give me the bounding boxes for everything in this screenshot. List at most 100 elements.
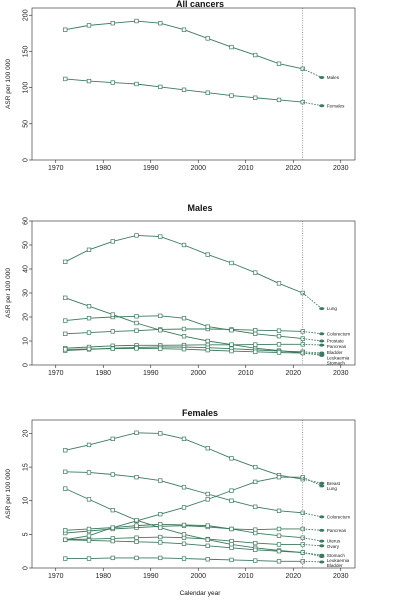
projection-line [302,338,322,342]
x-tick-label: 2020 [285,370,301,377]
data-point [229,526,234,532]
chart-title: Males [187,203,213,213]
data-point [63,486,68,491]
data-point [181,436,187,441]
data-point [134,523,139,528]
data-point [134,539,139,544]
projection-point [319,528,325,532]
data-point [63,27,68,32]
data-point [110,538,115,544]
data-point [300,342,305,347]
chart-panel-all-cancers: All cancers 1970 1980 1990 2000 2010 2020 2030… [0,0,400,190]
y-tick-label: 200 [22,9,29,21]
data-point [276,342,282,347]
projection-point [319,339,325,343]
data-point [276,508,282,513]
data-point [86,346,92,352]
data-point [276,475,282,480]
data-point [229,545,234,550]
plot-frame [31,7,356,161]
data-point [276,559,282,564]
y-tick-label: 150 [22,45,29,57]
data-point [253,504,258,509]
data-point [229,44,234,50]
y-tick-label: 100 [22,82,29,94]
data-point [181,316,187,321]
projection-point [319,481,325,485]
data-point [86,247,92,252]
projection-line [302,292,323,309]
x-tick-label: 2010 [238,370,254,377]
projection-point [319,307,325,311]
data-point [110,21,115,26]
data-point [229,342,234,347]
data-point [134,518,139,523]
data-point [86,497,92,502]
data-point [181,27,187,32]
plot-frame [31,220,356,366]
data-point [229,328,234,333]
data-point [134,233,139,238]
series-label: Stomach [327,553,346,558]
data-point [181,505,187,510]
data-point [110,239,115,244]
series-label: Colorectum [327,514,351,519]
data-point [134,475,139,480]
y-tick-label: 50 [22,241,29,249]
x-tick-label: 2010 [238,165,254,172]
data-point [229,488,234,493]
y-tick-label: 30 [22,289,29,297]
projection-point [319,539,325,543]
data-point [134,320,139,326]
y-tick-label: 50 [22,120,29,128]
data-point [134,314,139,319]
chart-panel-males: Males 1970 1980 1990 2000 2010 2020 2030 0 10 20 3… [0,197,400,390]
x-tick-label: 1970 [48,165,64,172]
data-point [229,456,234,461]
y-tick-label: 40 [22,265,29,273]
projection-line [302,351,322,354]
x-tick-label: 1990 [143,573,159,580]
series-label: Lung [327,486,338,491]
projection-line [302,560,322,563]
data-point [205,446,210,451]
x-tick-label: 1980 [95,370,111,377]
data-point [158,84,163,90]
y-tick-label: 20 [22,429,29,437]
data-point [63,259,68,264]
data-point [181,326,187,332]
data-point [229,93,234,98]
data-point [253,530,258,536]
projection-point [319,555,325,559]
projection-line [302,512,322,518]
chart-title: All cancers [175,0,225,9]
data-point [134,328,139,333]
data-point [63,76,68,82]
y-tick-label: 15 [22,463,29,471]
projection-point [319,352,325,356]
y-tick-label: 10 [22,497,29,505]
data-point [181,334,187,339]
x-tick-label: 1980 [95,573,111,580]
data-point [253,328,258,333]
data-point [158,346,163,351]
data-point [134,346,139,351]
x-tick-label: 2020 [285,165,301,172]
data-point [229,557,234,563]
data-point [181,532,187,537]
data-point [181,522,187,528]
data-point [253,331,258,336]
data-point [86,330,92,335]
plot-frame [31,419,356,569]
data-point [110,507,115,513]
data-point [276,350,282,355]
data-point [276,281,282,286]
data-point [181,556,187,561]
series-label: Breast [327,481,341,486]
data-point [205,543,210,548]
line-chart-females: 1970 1980 1990 2000 2010 2020 2030 0 5 10 15 20 ASR … [5,419,356,580]
data-point [276,61,282,66]
data-point [134,430,139,435]
data-point [276,526,282,532]
data-point [110,80,115,85]
